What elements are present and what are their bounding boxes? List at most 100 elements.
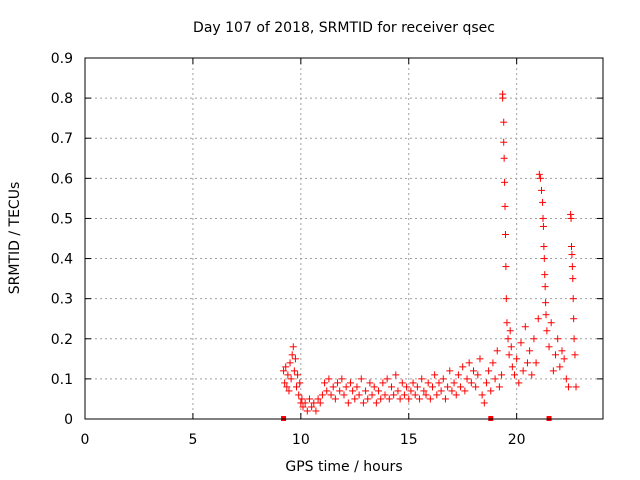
data-point: [504, 335, 512, 343]
data-point: [299, 403, 307, 411]
data-point: [284, 371, 292, 379]
data-point: [282, 363, 290, 371]
data-point: [487, 387, 495, 395]
data-point: [536, 174, 544, 182]
data-point: [287, 375, 295, 383]
data-point: [495, 383, 503, 391]
data-point: [532, 359, 540, 367]
data-point: [562, 375, 570, 383]
grid: [85, 58, 603, 419]
data-point: [541, 271, 549, 279]
data-point: [400, 391, 408, 399]
data-point: [560, 355, 568, 363]
data-point: [513, 355, 521, 363]
y-tick-label: 0.4: [51, 252, 73, 268]
data-point: [528, 371, 536, 379]
data-point: [424, 379, 432, 387]
data-point: [470, 367, 477, 375]
data-point: [476, 355, 484, 363]
y-tick-label: 0: [64, 412, 73, 428]
data-point: [502, 263, 510, 271]
data-point: [318, 391, 326, 399]
data-point: [539, 222, 547, 230]
data-point: [502, 295, 510, 303]
data-point: [570, 335, 578, 343]
data-point: [403, 383, 411, 391]
data-point: [293, 383, 301, 391]
data-point: [569, 275, 577, 283]
data-point: [342, 383, 350, 391]
data-point: [290, 367, 298, 375]
data-point: [501, 202, 509, 210]
data-point: [439, 375, 447, 383]
data-point: [334, 379, 342, 387]
data-point: [457, 383, 465, 391]
data-point: [327, 391, 335, 399]
data-point: [437, 387, 445, 395]
data-point: [364, 395, 372, 403]
data-point: [303, 407, 311, 415]
data-point: [370, 383, 378, 391]
data-point: [416, 395, 424, 403]
data-point: [392, 371, 400, 379]
data-point: [539, 214, 547, 222]
data-point: [568, 263, 576, 271]
data-point: [501, 230, 509, 238]
data-point: [353, 383, 361, 391]
data-point: [499, 94, 507, 102]
data-point: [547, 319, 555, 327]
data-point: [368, 391, 376, 399]
data-point: [377, 395, 385, 403]
data-point: [540, 243, 548, 251]
data-point: [280, 367, 288, 375]
data-point: [465, 359, 473, 367]
data-point: [422, 391, 430, 399]
data-point: [296, 379, 304, 387]
data-point: [444, 383, 452, 391]
data-point: [567, 214, 575, 222]
y-tick-label: 0.8: [51, 91, 73, 107]
data-point: [372, 399, 380, 407]
data-point: [331, 395, 339, 403]
data-point: [295, 391, 303, 399]
data-point: [493, 347, 501, 355]
data-point: [446, 367, 454, 375]
data-point: [325, 375, 333, 383]
plot-frame: [84, 57, 604, 420]
data-point: [340, 391, 348, 399]
data-point: [545, 343, 553, 351]
data-point: [503, 319, 511, 327]
data-point: [500, 138, 508, 146]
data-point: [526, 347, 534, 355]
data-point: [472, 383, 480, 391]
data-point: [316, 399, 324, 407]
data-point: [569, 295, 577, 303]
data-point: [387, 383, 395, 391]
data-point: [338, 375, 346, 383]
data-points: [280, 90, 580, 421]
data-point: [291, 355, 299, 363]
data-point: [556, 363, 564, 371]
data-point: [441, 395, 449, 403]
data-point: [461, 387, 469, 395]
data-point: [450, 379, 458, 387]
x-tick-label: 5: [188, 432, 197, 448]
data-point: [542, 311, 550, 319]
data-point: [346, 379, 354, 387]
x-tick-label: 0: [81, 432, 90, 448]
data-point: [541, 283, 549, 291]
data-point: [459, 363, 467, 371]
data-point: [535, 170, 543, 178]
data-point: [379, 379, 387, 387]
data-point: [381, 391, 389, 399]
x-axis-label: GPS time / hours: [285, 459, 402, 475]
data-point: [501, 178, 509, 186]
data-point: [454, 371, 462, 379]
data-point: [359, 399, 367, 407]
ticks: 0 0.1 0.2 0.3 0.4 0.5 0.6 0.7 0.8 0.9 0 5 10 15 20: [51, 51, 603, 448]
x-tick-label: 10: [292, 432, 310, 448]
data-point: [362, 387, 370, 395]
data-point: [283, 383, 291, 391]
data-point: [305, 395, 313, 403]
